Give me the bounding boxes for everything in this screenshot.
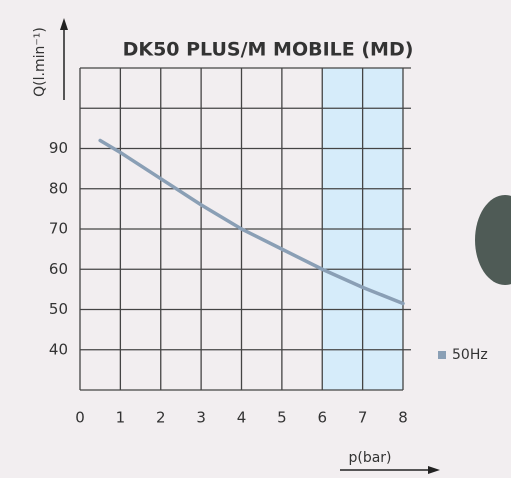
x-arrow-head: [428, 466, 440, 474]
x-axis-label: p(bar): [348, 450, 391, 466]
series-line: [98, 138, 405, 306]
x-tick-label: 1: [116, 409, 126, 427]
y-axis-label: Q(l.min⁻¹): [32, 27, 48, 97]
chart-title: DK50 PLUS/M MOBILE (MD): [123, 39, 414, 61]
y-arrow-head: [60, 18, 68, 30]
y-tick-label: 70: [49, 220, 68, 238]
legend-swatch: [438, 351, 446, 359]
x-tick-label: 8: [398, 409, 408, 427]
plot-area: [79, 67, 411, 391]
y-tick-label: 60: [49, 260, 68, 278]
x-tick-label: 6: [317, 409, 327, 427]
x-tick-label: 4: [237, 409, 247, 427]
legend-label: 50Hz: [452, 347, 488, 363]
x-tick-label: 7: [358, 409, 368, 427]
x-tick-label: 3: [196, 409, 206, 427]
y-tick-label: 90: [49, 139, 68, 157]
y-tick-label: 80: [49, 179, 68, 197]
x-tick-label: 5: [277, 409, 287, 427]
product-photo: [475, 195, 511, 285]
y-tick-label: 50: [49, 300, 68, 318]
x-tick-label: 2: [156, 409, 166, 427]
x-tick-label: 0: [75, 409, 85, 427]
y-tick-label: 40: [49, 340, 68, 358]
